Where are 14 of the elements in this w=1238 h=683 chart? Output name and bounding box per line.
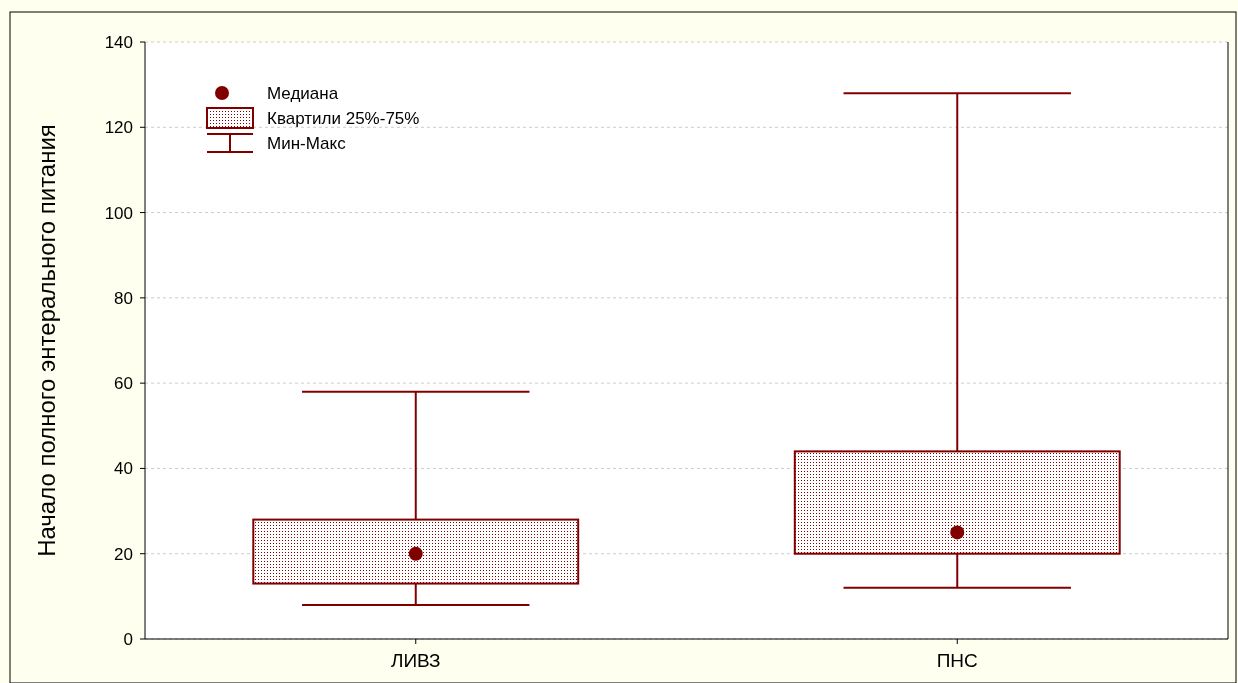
y-tick-label: 40 bbox=[114, 459, 133, 479]
y-tick-label: 80 bbox=[114, 288, 133, 308]
y-tick-label: 60 bbox=[114, 374, 133, 394]
y-axis-title: Начало полного энтерального питания bbox=[33, 124, 60, 557]
annotation: Мин-Макс bbox=[267, 133, 347, 153]
x-tick-label: ПНС bbox=[936, 650, 978, 671]
y-tick-label: 120 bbox=[104, 118, 133, 138]
annotation: Медиана bbox=[267, 83, 339, 103]
y-tick-label: 100 bbox=[104, 203, 133, 223]
x-tick-label: ЛИВЗ bbox=[390, 650, 441, 671]
y-tick-label: 0 bbox=[123, 629, 133, 649]
annotation: Квартили 25%-75% bbox=[267, 108, 420, 128]
y-tick-label: 140 bbox=[104, 32, 133, 52]
y-tick-label: 20 bbox=[114, 544, 133, 564]
